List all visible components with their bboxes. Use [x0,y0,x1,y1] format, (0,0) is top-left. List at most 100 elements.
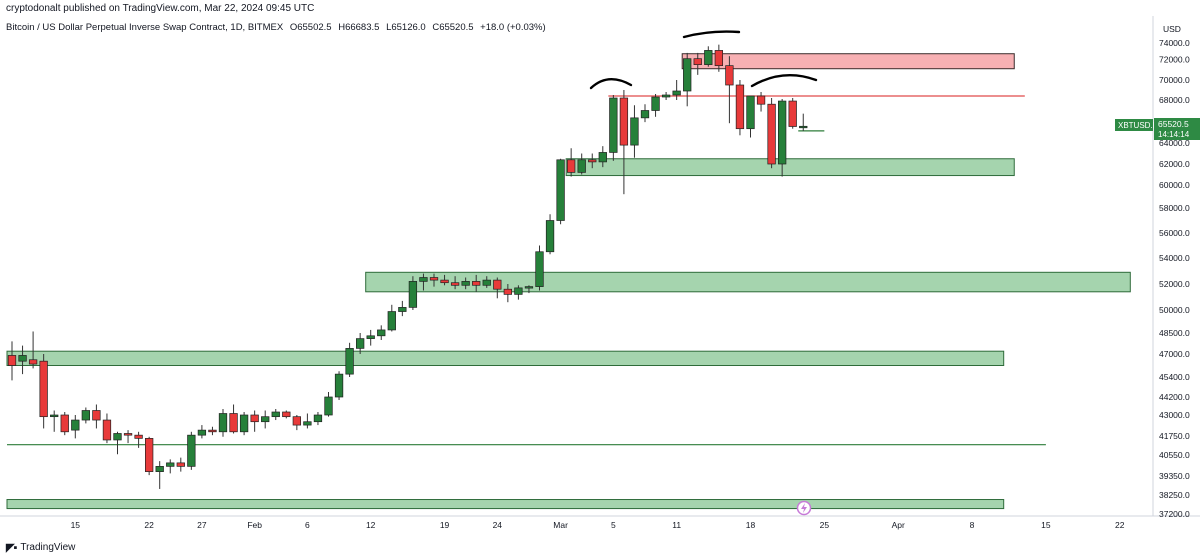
candle-body-11 [123,433,133,436]
drawn-arc-right [750,74,818,88]
y-tick-label-9: 56000.0 [1159,228,1190,238]
candle-49 [524,285,534,294]
candle-body-36 [387,311,396,331]
last-price-badge: XBTUSD.P 65520.5 14:14:14 [1115,118,1200,140]
close-value: C65520.5 [432,22,474,33]
candle-0 [7,341,17,381]
candle-body-69 [735,84,745,130]
candle-70 [746,95,755,138]
candle-27 [292,415,301,431]
candle-body-5 [60,414,69,433]
lines-layer [7,95,1046,446]
x-tick-label-2: 27 [197,520,207,530]
candle-body-52 [556,159,565,221]
x-tick-label-11: 18 [746,520,756,530]
tv-logo-icon: ◤▪ [6,542,17,554]
candle-body-68 [725,65,734,86]
candle-5 [60,412,69,436]
candle-36 [387,304,396,332]
candle-73 [777,99,787,177]
candle-10 [113,431,122,455]
candle-62 [661,92,671,100]
candle-body-43 [461,281,470,286]
resistance-zone-0 [681,53,1015,70]
x-tick-label-10: 11 [672,520,681,530]
candle-body-15 [166,462,175,467]
candle-28 [303,413,312,429]
candle-13 [145,436,154,476]
candle-64 [683,52,692,107]
candle-45 [482,276,491,288]
candle-body-10 [113,433,122,441]
candle-31 [334,371,344,400]
y-tick-label-11: 52000.0 [1159,279,1190,289]
candle-63 [672,80,681,100]
support-zone-3 [6,350,1005,367]
candle-body-4 [50,414,59,418]
candle-35 [377,325,386,340]
candle-21 [229,404,238,434]
candle-body-9 [102,419,112,441]
y-tick-label-20: 39350.0 [1159,471,1190,481]
candle-body-48 [514,287,523,295]
candle-body-54 [577,159,586,173]
support-zone-2 [365,271,1131,293]
y-tick-label-8: 58000.0 [1159,203,1190,213]
y-tick-label-3: 68000.0 [1159,95,1190,105]
x-tick-label-0: 15 [71,520,81,530]
candle-39 [419,273,428,291]
support-zone-1 [565,158,1015,177]
open-value: O65502.5 [289,22,332,33]
flash-icon[interactable] [796,500,812,516]
x-tick-label-12: 25 [820,520,830,530]
x-tick-label-8: Mar [553,520,568,530]
candle-1 [18,345,27,375]
drawings-layer [589,30,818,90]
symbol-name: Bitcoin / US Dollar Perpetual Inverse Sw… [6,22,284,33]
candle-9 [102,413,112,444]
candle-body-60 [640,110,650,119]
candle-53 [566,148,576,177]
symbol-legend: Bitcoin / US Dollar Perpetual Inverse Sw… [6,22,546,33]
candle-38 [408,276,418,310]
axis-layer: USD [0,16,1200,517]
y-tick-label-15: 45400.0 [1159,372,1190,382]
candle-23 [250,410,259,432]
candle-50 [535,245,544,291]
candle-body-26 [282,411,291,418]
y-tick-label-2: 70000.0 [1159,75,1190,85]
candle-75 [799,113,808,131]
candle-body-39 [419,277,428,282]
drawn-arc-top [682,30,741,39]
candles-layer [7,44,808,489]
candle-body-72 [767,103,776,165]
y-tick-label-5: 64000.0 [1159,138,1190,148]
y-tick-label-12: 50000.0 [1159,305,1190,315]
candle-12 [134,431,143,448]
candle-14 [155,461,164,489]
candle-body-45 [482,279,491,286]
x-tick-label-13: Apr [892,520,905,530]
candle-74 [788,98,797,129]
candle-body-1 [18,355,27,362]
candle-65 [693,52,702,75]
zones-layer [6,53,1131,510]
candle-body-59 [630,117,639,146]
candle-19 [208,426,217,436]
candle-33 [356,333,365,354]
candle-61 [651,94,660,117]
candle-body-27 [292,416,301,426]
candle-17 [187,431,196,470]
candle-body-32 [345,348,354,375]
candle-29 [313,412,323,426]
candle-22 [239,412,249,436]
candle-24 [261,410,270,429]
candle-body-3 [39,360,48,418]
y-tick-label-10: 54000.0 [1159,253,1190,263]
candle-41 [440,274,449,286]
candle-body-24 [261,416,270,423]
x-axis-ticks: 15 22 27 Feb 6 12 19 24 Mar 5 11 18 25 Apr 8 15 22 [71,520,1125,530]
drawn-arc-left [589,78,633,90]
candle-32 [345,342,354,377]
